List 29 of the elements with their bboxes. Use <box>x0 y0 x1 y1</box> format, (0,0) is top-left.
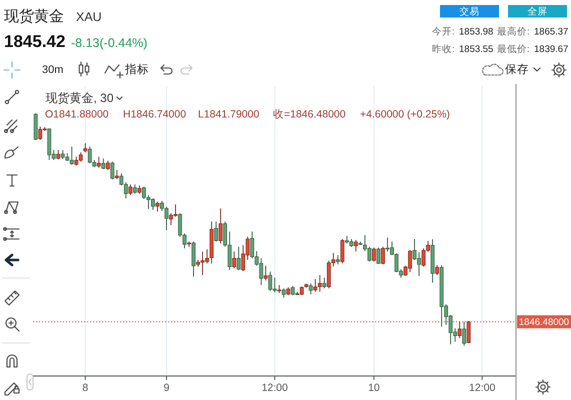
button-label: 全屏 <box>528 6 548 18</box>
annotation: 1853.98 <box>459 26 494 38</box>
annotation: 最低价: <box>497 44 530 55</box>
annotation: 1865.37 <box>534 26 568 38</box>
annotation: O1841.88000 <box>45 108 109 120</box>
annotation: 现货黄金, 30 <box>46 91 114 105</box>
x-tick-label: 12:00 <box>469 382 496 394</box>
x-tick-label: 10 <box>368 382 380 394</box>
annotation: 收=1846.48000 <box>273 108 346 120</box>
annotation: H1846.74000 <box>123 108 186 120</box>
price-tag: 1846.48000 <box>518 317 570 328</box>
annotation: 1845.42 <box>4 32 66 51</box>
button-label: 交易 <box>460 6 480 18</box>
x-tick-label: 9 <box>164 382 170 394</box>
annotation: 30m <box>42 64 64 76</box>
annotation: 今开: <box>432 26 455 38</box>
annotation: 指标 <box>125 64 149 76</box>
annotation: 1853.55 <box>459 44 494 55</box>
annotation: 1839.67 <box>534 44 568 55</box>
annotation: L1841.79000 <box>198 108 260 120</box>
annotation: 昨收: <box>432 44 455 55</box>
annotation: -8.13(-0.44%) <box>71 36 148 50</box>
x-tick-label: 12:00 <box>262 382 288 394</box>
annotation: 保存 <box>505 64 529 76</box>
annotation: +4.60000 (+0.25%) <box>360 108 450 120</box>
annotation: 最高价: <box>497 26 530 38</box>
subtitle: XAU <box>76 10 102 24</box>
x-tick-label: 8 <box>82 382 88 394</box>
title: 现货黄金 <box>4 8 64 25</box>
